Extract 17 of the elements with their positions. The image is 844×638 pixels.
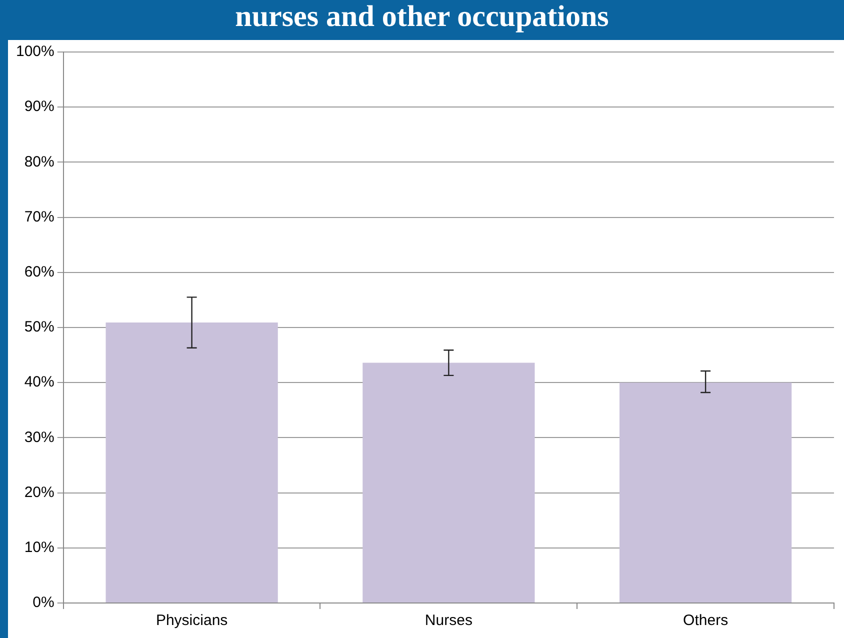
y-tick-label: 70% [24, 208, 54, 226]
y-tick-label: 90% [24, 98, 54, 116]
bar [362, 362, 535, 602]
y-tick-label: 40% [24, 374, 54, 391]
y-tick-label: 10% [24, 539, 54, 556]
y-tick-label: 30% [24, 428, 54, 446]
y-tick-label: 50% [24, 318, 54, 336]
y-tick-label: 20% [24, 484, 54, 501]
bar [620, 382, 792, 602]
x-tick-label: Nurses [424, 612, 472, 630]
x-tick-label: Others [683, 612, 728, 630]
bar [106, 322, 278, 602]
y-tick-label: 0% [32, 594, 54, 612]
y-tick-label: 80% [24, 153, 54, 170]
y-tick-label: 100% [16, 43, 54, 60]
y-tick-label: 60% [24, 264, 54, 281]
x-tick-label: Physicians [156, 612, 228, 630]
